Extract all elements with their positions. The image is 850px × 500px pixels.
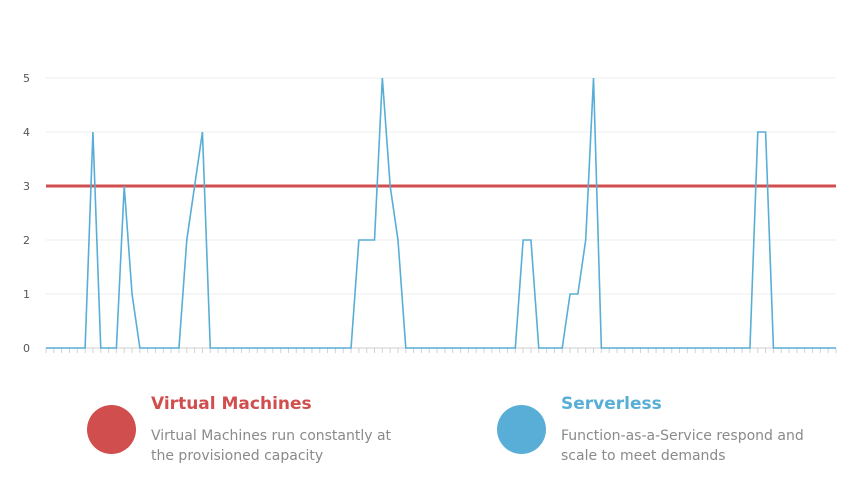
vm-legend-title: Virtual Machines: [151, 394, 312, 414]
y-tick-label: 4: [23, 126, 30, 139]
serverless-legend-swatch: [497, 405, 546, 454]
legend-virtual-machines: Virtual Machines Virtual Machines run co…: [87, 392, 417, 472]
x-axis-ticks: [45, 348, 837, 353]
serverless-legend-title: Serverless: [561, 394, 662, 414]
y-tick-label: 2: [23, 234, 30, 247]
legend-serverless: Serverless Function-as-a-Service respond…: [497, 392, 827, 472]
y-axis-ticks: 0 1 2 3 4 5: [23, 72, 30, 355]
y-tick-label: 0: [23, 342, 30, 355]
y-tick-label: 3: [23, 180, 30, 193]
vm-legend-description: Virtual Machines run constantly at the p…: [151, 428, 392, 464]
serverless-legend-description: Function-as-a-Service respond and scale …: [561, 428, 804, 464]
series-line-serverless: [46, 77, 836, 349]
y-tick-label: 1: [23, 288, 30, 301]
capacity-chart: 0 1 2 3 4 5: [23, 72, 837, 355]
chart-grid: [46, 77, 836, 349]
y-tick-label: 5: [23, 72, 30, 85]
chart-series: [46, 77, 836, 349]
vm-legend-swatch: [87, 405, 136, 454]
